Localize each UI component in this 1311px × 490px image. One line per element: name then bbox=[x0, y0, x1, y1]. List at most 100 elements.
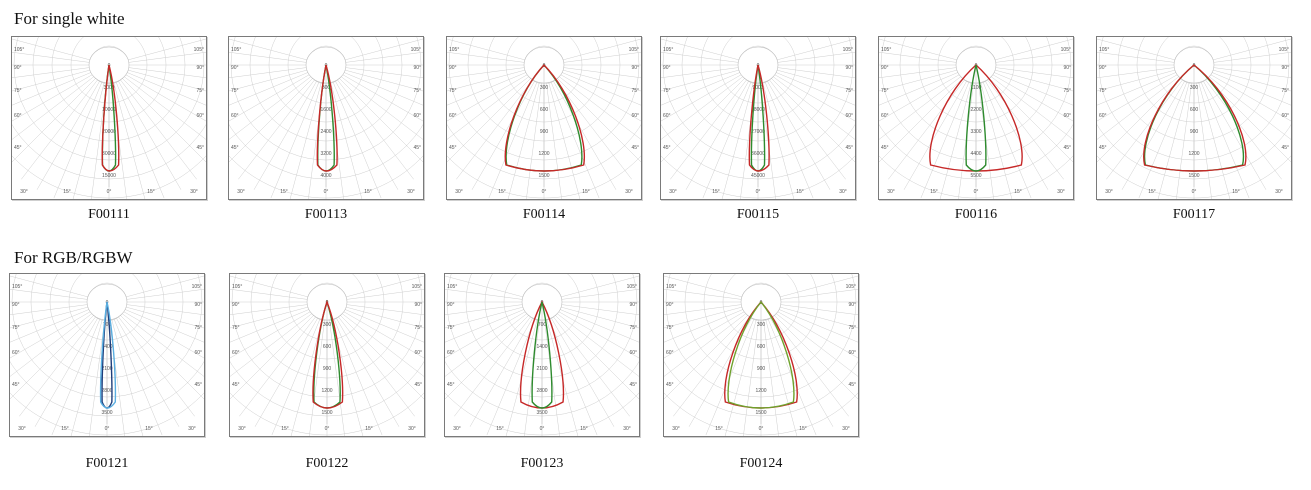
diagram-caption: F00116 bbox=[954, 207, 998, 222]
angle-label-bottom: 30° bbox=[188, 426, 196, 432]
light-curve-1 bbox=[99, 301, 117, 409]
angle-label-right: 75° bbox=[194, 325, 202, 331]
angle-label-left: 60° bbox=[881, 113, 889, 119]
intensity-label: 2200 bbox=[970, 107, 981, 113]
angle-label-right: 90° bbox=[414, 302, 422, 308]
diagram-caption: F00124 bbox=[739, 456, 783, 471]
angle-label-left: 105° bbox=[231, 47, 241, 53]
intensity-label: 5500 bbox=[970, 173, 981, 179]
angle-label-right: 105° bbox=[411, 47, 421, 53]
angle-label-bottom: 30° bbox=[190, 189, 198, 195]
angle-label-right: 105° bbox=[192, 284, 202, 290]
section-title-single-white: For single white bbox=[14, 9, 125, 28]
intensity-label: 700 bbox=[538, 322, 547, 328]
angle-label-right: 105° bbox=[1061, 47, 1071, 53]
intensity-label: 900 bbox=[323, 366, 332, 372]
intensity-label: 18000 bbox=[751, 107, 765, 113]
angle-label-right: 60° bbox=[196, 113, 204, 119]
angle-label-left: 60° bbox=[14, 113, 22, 119]
angle-label-bottom: 15° bbox=[1014, 189, 1022, 195]
angle-label-left: 60° bbox=[231, 113, 239, 119]
polar-diagram: 105° 90° 75° 60° 45° 105° 90° 75° 60° 45° 30° 15° 0°… bbox=[445, 274, 639, 436]
angle-label-bottom: 30° bbox=[672, 426, 680, 432]
angle-label-left: 45° bbox=[666, 382, 674, 388]
angle-label-left: 60° bbox=[1099, 113, 1107, 119]
angle-label-right: 60° bbox=[413, 113, 421, 119]
angle-label-bottom: 30° bbox=[455, 189, 463, 195]
diagram-caption: F00117 bbox=[1172, 207, 1216, 222]
angle-label-bottom: 15° bbox=[63, 189, 71, 195]
intensity-label: 600 bbox=[540, 107, 549, 113]
angle-label-left: 60° bbox=[12, 350, 20, 356]
angle-label-left: 90° bbox=[232, 302, 240, 308]
intensity-label: 300 bbox=[1190, 85, 1199, 91]
polar-grid bbox=[230, 274, 424, 436]
angle-label-left: 105° bbox=[1099, 47, 1109, 53]
angle-label-bottom: 15° bbox=[365, 426, 373, 432]
angle-label-right: 45° bbox=[196, 145, 204, 151]
angle-label-left: 45° bbox=[12, 382, 20, 388]
angle-label-bottom: 0° bbox=[542, 189, 547, 195]
angle-label-bottom: 0° bbox=[107, 189, 112, 195]
intensity-label: 1200 bbox=[538, 151, 549, 157]
intensity-label: 36000 bbox=[751, 151, 765, 157]
section-title-rgb: For RGB/RGBW bbox=[14, 248, 133, 267]
angle-label-right: 105° bbox=[1279, 47, 1289, 53]
angle-label-left: 105° bbox=[12, 284, 22, 290]
angle-label-bottom: 15° bbox=[364, 189, 372, 195]
angle-label-left: 90° bbox=[12, 302, 20, 308]
light-curve-1 bbox=[101, 64, 120, 172]
angle-label-bottom: 30° bbox=[839, 189, 847, 195]
intensity-label: 1200 bbox=[1188, 151, 1199, 157]
angle-label-left: 75° bbox=[449, 88, 457, 94]
polar-diagram: 105° 90° 75° 60° 45° 105° 90° 75° 60° 45° 30° 15° 0°… bbox=[447, 37, 641, 199]
angle-label-bottom: 15° bbox=[799, 426, 807, 432]
diagram-caption: F00113 bbox=[304, 207, 348, 222]
angle-label-bottom: 30° bbox=[453, 426, 461, 432]
intensity-label: 1200 bbox=[321, 388, 332, 394]
light-curve-1 bbox=[316, 64, 338, 172]
diagram-caption: F00115 bbox=[736, 207, 780, 222]
angle-label-bottom: 0° bbox=[756, 189, 761, 195]
intensity-label: 2800 bbox=[536, 388, 547, 394]
diagram-panel: 105° 90° 75° 60° 45° 105° 90° 75° 60° 45° 30° 15° 0°… bbox=[9, 273, 205, 437]
angle-label-bottom: 15° bbox=[715, 426, 723, 432]
angle-label-right: 60° bbox=[629, 350, 637, 356]
angle-label-left: 45° bbox=[447, 382, 455, 388]
polar-diagram: 105° 90° 75° 60° 45° 105° 90° 75° 60° 45° 30° 15° 0°… bbox=[230, 274, 424, 436]
intensity-label: 4400 bbox=[970, 151, 981, 157]
angle-label-left: 75° bbox=[1099, 88, 1107, 94]
angle-label-bottom: 0° bbox=[540, 426, 545, 432]
polar-diagram: 105° 90° 75° 60° 45° 105° 90° 75° 60° 45° 30° 15° 0°… bbox=[664, 274, 858, 436]
angle-label-left: 90° bbox=[14, 65, 22, 71]
angle-label-right: 105° bbox=[194, 47, 204, 53]
angle-label-left: 45° bbox=[231, 145, 239, 151]
intensity-label: 3500 bbox=[536, 410, 547, 416]
angle-label-left: 45° bbox=[232, 382, 240, 388]
angle-label-bottom: 0° bbox=[324, 189, 329, 195]
angle-label-left: 60° bbox=[232, 350, 240, 356]
angle-label-left: 60° bbox=[663, 113, 671, 119]
angle-label-right: 90° bbox=[629, 302, 637, 308]
angle-label-bottom: 30° bbox=[18, 426, 26, 432]
diagram-caption: F00122 bbox=[305, 456, 349, 471]
angle-label-right: 90° bbox=[413, 65, 421, 71]
intensity-label: 20000 bbox=[102, 129, 116, 135]
angle-label-bottom: 30° bbox=[237, 189, 245, 195]
diagram-caption: F00111 bbox=[88, 207, 130, 222]
angle-label-right: 45° bbox=[1281, 145, 1289, 151]
angle-label-bottom: 30° bbox=[1105, 189, 1113, 195]
intensity-label: 1500 bbox=[321, 410, 332, 416]
diagram-panel: 105° 90° 75° 60° 45° 105° 90° 75° 60° 45° 30° 15° 0°… bbox=[446, 36, 642, 200]
angle-label-right: 45° bbox=[413, 145, 421, 151]
angle-label-bottom: 15° bbox=[281, 426, 289, 432]
angle-label-left: 75° bbox=[447, 325, 455, 331]
angle-label-right: 75° bbox=[414, 325, 422, 331]
intensity-label: 10000 bbox=[102, 107, 116, 113]
angle-label-left: 45° bbox=[663, 145, 671, 151]
polar-grid bbox=[10, 274, 204, 436]
intensity-label: 2400 bbox=[320, 129, 331, 135]
intensity-label: 700 bbox=[103, 322, 112, 328]
intensity-label: 2800 bbox=[101, 388, 112, 394]
angle-label-right: 45° bbox=[629, 382, 637, 388]
